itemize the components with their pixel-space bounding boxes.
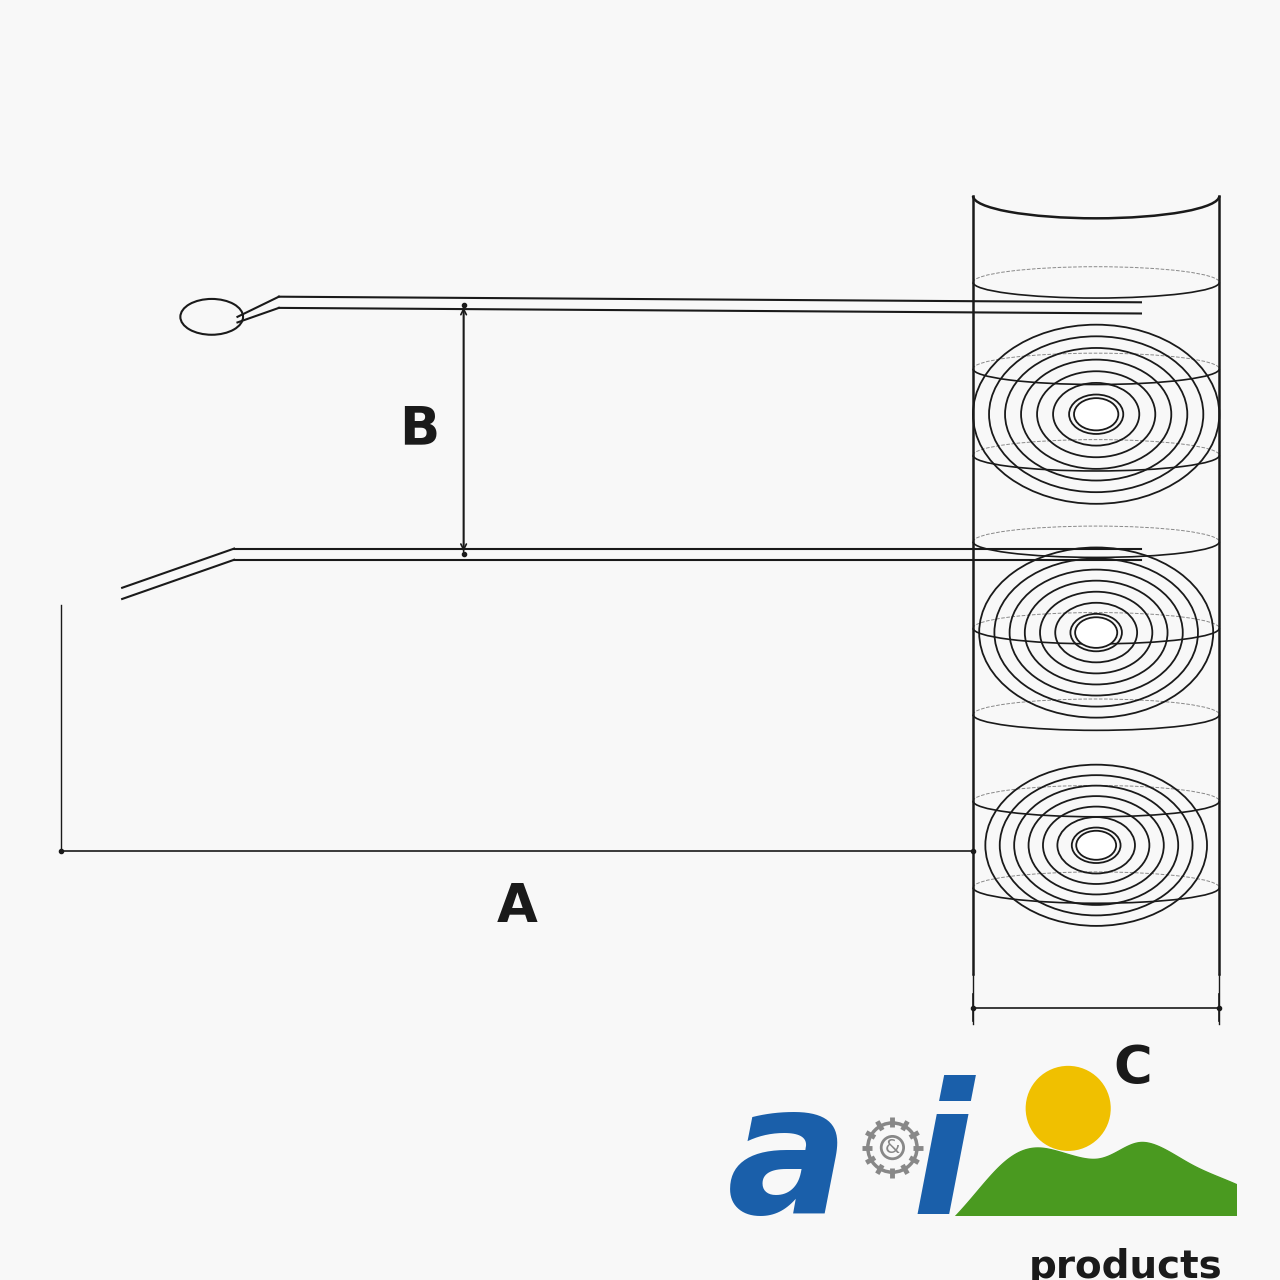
Text: i: i	[911, 1075, 973, 1251]
Ellipse shape	[1074, 398, 1119, 430]
Text: products: products	[1029, 1248, 1222, 1280]
Text: A: A	[497, 881, 538, 933]
Ellipse shape	[1076, 831, 1116, 860]
Text: &: &	[884, 1138, 900, 1157]
Text: C: C	[1114, 1043, 1152, 1096]
Text: B: B	[398, 403, 439, 456]
Ellipse shape	[1075, 617, 1117, 648]
Text: a: a	[727, 1075, 849, 1251]
Circle shape	[1025, 1066, 1111, 1151]
